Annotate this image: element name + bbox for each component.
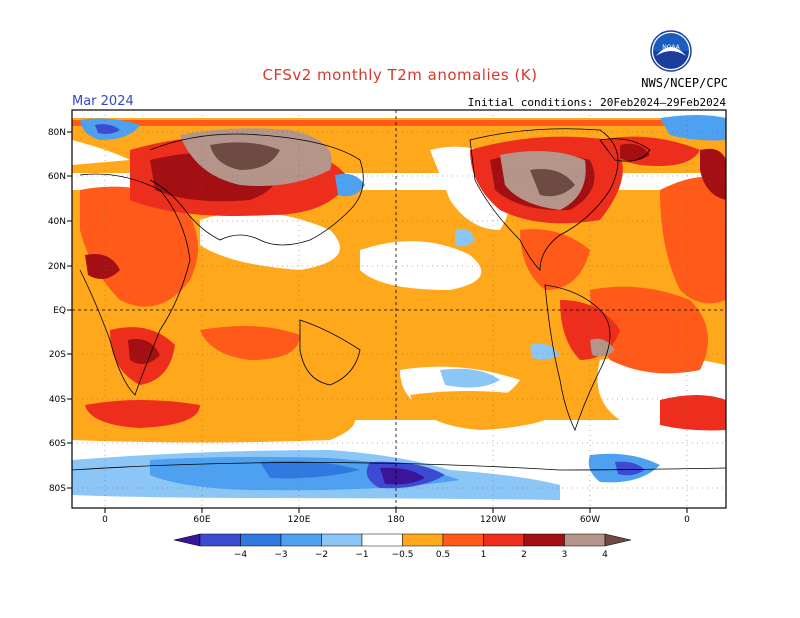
colorbar-swatch: [321, 533, 363, 547]
colorbar-swatch: [361, 533, 403, 547]
lat-ticks: [67, 131, 72, 489]
lat-label: EQ: [53, 306, 66, 316]
colorbar-label: 3: [562, 550, 568, 560]
south-america-warm: [590, 286, 708, 374]
gridlines: [72, 110, 726, 508]
colorbar-swatch: [442, 533, 484, 547]
colorbar-label: 0.5: [436, 550, 450, 560]
lat-label: 20N: [48, 262, 66, 272]
colorbar-swatch: [523, 533, 565, 547]
colorbar-label: −2: [315, 550, 328, 560]
latitude-labels: 80N 60N 40N 20N EQ 20S 40S 60S 80S: [48, 128, 66, 494]
map-frame: [71, 109, 727, 509]
colorbar-label: 1: [481, 550, 487, 560]
lon-label: 120E: [288, 515, 311, 525]
initial-conditions: Initial conditions: 20Feb2024–29Feb2024: [467, 96, 726, 109]
agency-credit: NWS/NCEP/CPC: [641, 76, 728, 90]
colorbar-swatch: [240, 533, 282, 547]
colorbar-swatch: [199, 533, 241, 547]
forecast-month: Mar 2024: [72, 94, 134, 109]
map-title: CFSv2 monthly T2m anomalies (K): [262, 66, 538, 84]
colorbar-label: −3: [274, 550, 287, 560]
lon-label: 180: [387, 515, 404, 525]
colorbar-swatch: [483, 533, 525, 547]
lat-label: 60S: [49, 439, 66, 449]
lat-label: 20S: [49, 350, 66, 360]
lat-label: 40S: [49, 395, 66, 405]
lat-label: 60N: [48, 172, 66, 182]
colorbar-label: −4: [234, 550, 248, 560]
lon-ticks: [104, 508, 688, 513]
lon-label: 0: [684, 515, 690, 525]
map-field: [72, 110, 726, 508]
colorbar-label: −0.5: [392, 550, 414, 560]
colorbar-arrow-high: [604, 533, 632, 547]
colorbar-arrow-low: [173, 533, 201, 547]
lon-label: 120W: [480, 515, 506, 525]
colorbar-label: 4: [602, 550, 608, 560]
colorbar-swatch: [280, 533, 322, 547]
lon-label: 0: [102, 515, 108, 525]
lat-label: 40N: [48, 217, 66, 227]
coastlines: [72, 128, 726, 471]
lon-label: 60E: [193, 515, 210, 525]
lat-label: 80N: [48, 128, 66, 138]
colorbar-swatch: [402, 533, 444, 547]
longitude-labels: 0 60E 120E 180 120W 60W 0: [102, 515, 690, 525]
svg-text:NOAA: NOAA: [662, 44, 680, 51]
colorbar-label: 2: [521, 550, 527, 560]
colorbar-swatch: [564, 533, 606, 547]
colorbar: −4 −3 −2 −1 −0.5 0.5 1 2 3 4: [173, 533, 632, 560]
noaa-logo: NOAA: [650, 30, 692, 72]
lat-label: 80S: [49, 484, 66, 494]
lon-label: 60W: [580, 515, 600, 525]
colorbar-label: −1: [355, 550, 368, 560]
